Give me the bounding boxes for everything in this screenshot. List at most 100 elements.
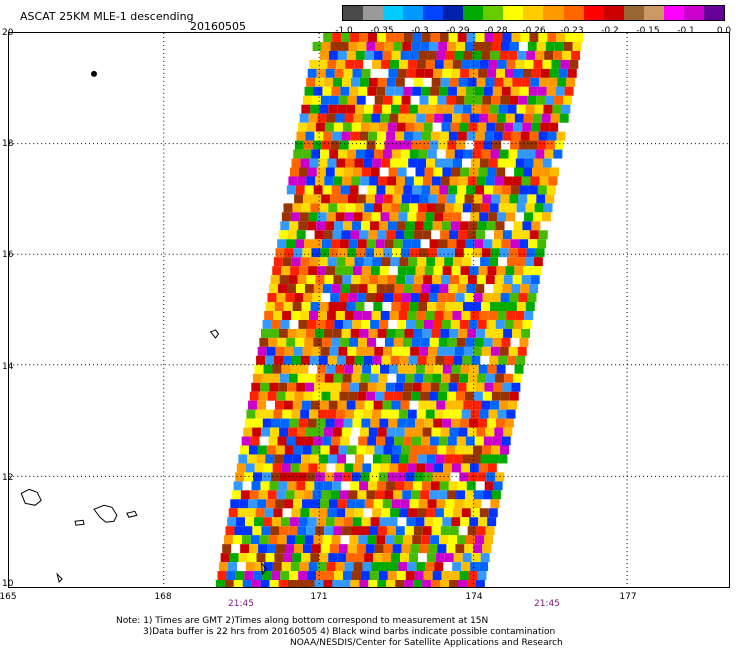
swath-cell [446,194,456,204]
swath-cell [337,50,347,60]
swath-cell [316,68,326,78]
swath-cell [382,553,392,563]
swath-cell [473,445,483,455]
map-canvas [8,32,730,588]
swath-cell [305,580,315,587]
swath-cell [531,122,541,132]
swath-cell [492,337,502,347]
swath-cell [403,481,413,491]
swath-cell [506,409,516,419]
swath-cell [434,409,444,419]
swath-cell [523,266,533,276]
swath-cell [376,436,386,446]
swath-cell [346,104,356,114]
swath-cell [455,391,465,401]
swath-cell [308,113,318,123]
swath-cell [262,472,272,482]
swath-cell [386,481,396,491]
swath-cell [529,284,539,294]
swath-cell [347,248,357,258]
swath-cell [489,355,499,365]
swath-cell [427,149,437,159]
swath-cell [292,302,302,311]
swath-cell [383,95,393,105]
swath-cell [430,185,440,195]
swath-cell [452,562,462,572]
swath-cell [369,373,379,383]
swath-cell [349,535,359,545]
swath-cell [303,194,313,204]
swath-cell [419,248,428,258]
swath-cell [437,445,447,455]
swath-cell [325,68,335,78]
swath-cell [342,571,352,581]
swath-cell [257,346,267,356]
swath-cell [463,302,473,311]
swath-cell [453,355,463,365]
swath-cell [397,418,407,428]
swath-cell [524,310,534,320]
colorbar [342,5,725,21]
swath-cell [302,248,312,258]
swath-cell [499,248,509,258]
swath-cell [513,319,523,329]
swath-cell [511,33,521,42]
swath-cell [412,284,422,294]
swath-cell [278,481,288,491]
swath-cell [347,95,357,105]
swath-cell [289,221,299,231]
swath-cell [335,212,345,222]
swath-cell [536,41,546,51]
swath-cell [265,454,275,464]
swath-cell [374,544,384,554]
swath-cell [300,257,310,267]
swath-cell [463,248,473,258]
swath-cell [287,382,297,392]
swath-cell [302,445,312,455]
swath-cell [457,580,467,587]
swath-cell [440,526,450,536]
swath-cell [350,230,360,240]
swath-cell [354,454,364,464]
swath-cell [321,391,331,401]
swath-cell [401,544,411,554]
swath-cell [449,427,459,437]
swath-cell [222,544,232,554]
swath-cell [395,427,405,437]
colorbar-label: -0.23 [560,26,584,36]
swath-cell [485,427,495,437]
swath-cell [534,203,544,213]
colorbar-swatch [703,6,724,20]
swath-cell [346,50,356,60]
swath-cell [281,463,291,473]
swath-cell [491,41,501,51]
swath-cell [476,230,485,240]
swath-cell [419,544,429,554]
swath-cell [296,328,306,338]
swath-cell [443,113,453,123]
swath-cell [319,400,329,410]
swath-cell [424,517,434,527]
swath-cell [405,122,415,132]
swath-cell [438,41,448,51]
swath-cell [501,239,511,249]
swath-cell [538,131,548,141]
swath-cell [493,33,503,42]
swath-cell [468,122,478,132]
swath-cell [519,185,529,195]
swath-cell [324,526,334,536]
swath-cell [380,463,390,473]
swath-cell [464,95,474,105]
swath-cell [298,517,308,527]
swath-cell [502,33,512,42]
swath-cell [501,337,511,347]
swath-cell [471,553,481,563]
swath-cell [265,553,275,563]
swath-cell [497,59,507,69]
swath-cell [381,257,391,267]
swath-cell [369,526,378,536]
swath-cell [293,445,303,455]
swath-cell [302,346,312,356]
swath-cell [308,562,318,572]
swath-cell [400,499,410,509]
